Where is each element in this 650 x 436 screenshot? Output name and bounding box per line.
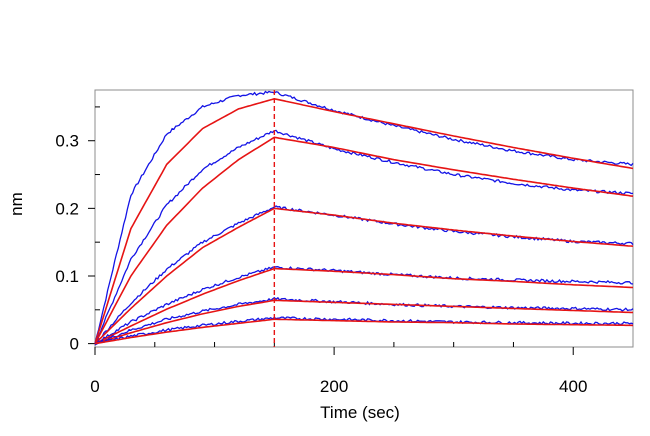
y-tick-label: 0.3 (55, 132, 79, 151)
measured-trace-2 (94, 129, 634, 345)
x-axis-label: Time (sec) (320, 403, 400, 422)
fit-curve-3 (94, 136, 634, 344)
measured-trace-0 (94, 90, 634, 344)
y-tick-label: 0 (70, 335, 79, 354)
x-tick-label: 200 (320, 377, 348, 396)
y-tick-label: 0.1 (55, 267, 79, 286)
fit-curve-5 (94, 207, 634, 345)
y-axis: 0 0.1 0.2 0.3 (55, 106, 100, 354)
y-axis-label: nm (7, 192, 26, 216)
fit-curve-9 (94, 299, 634, 345)
y-tick-label: 0.2 (55, 199, 79, 218)
x-tick-label: 0 (90, 377, 99, 396)
measured-trace-6 (94, 266, 634, 345)
series-layer (94, 90, 634, 346)
fit-curve-7 (94, 267, 634, 345)
x-tick-label: 400 (559, 377, 587, 396)
measured-trace-10 (94, 316, 634, 346)
x-axis: 0 200 400 (90, 342, 587, 396)
fit-curve-1 (94, 97, 634, 344)
fit-curve-11 (94, 318, 634, 345)
